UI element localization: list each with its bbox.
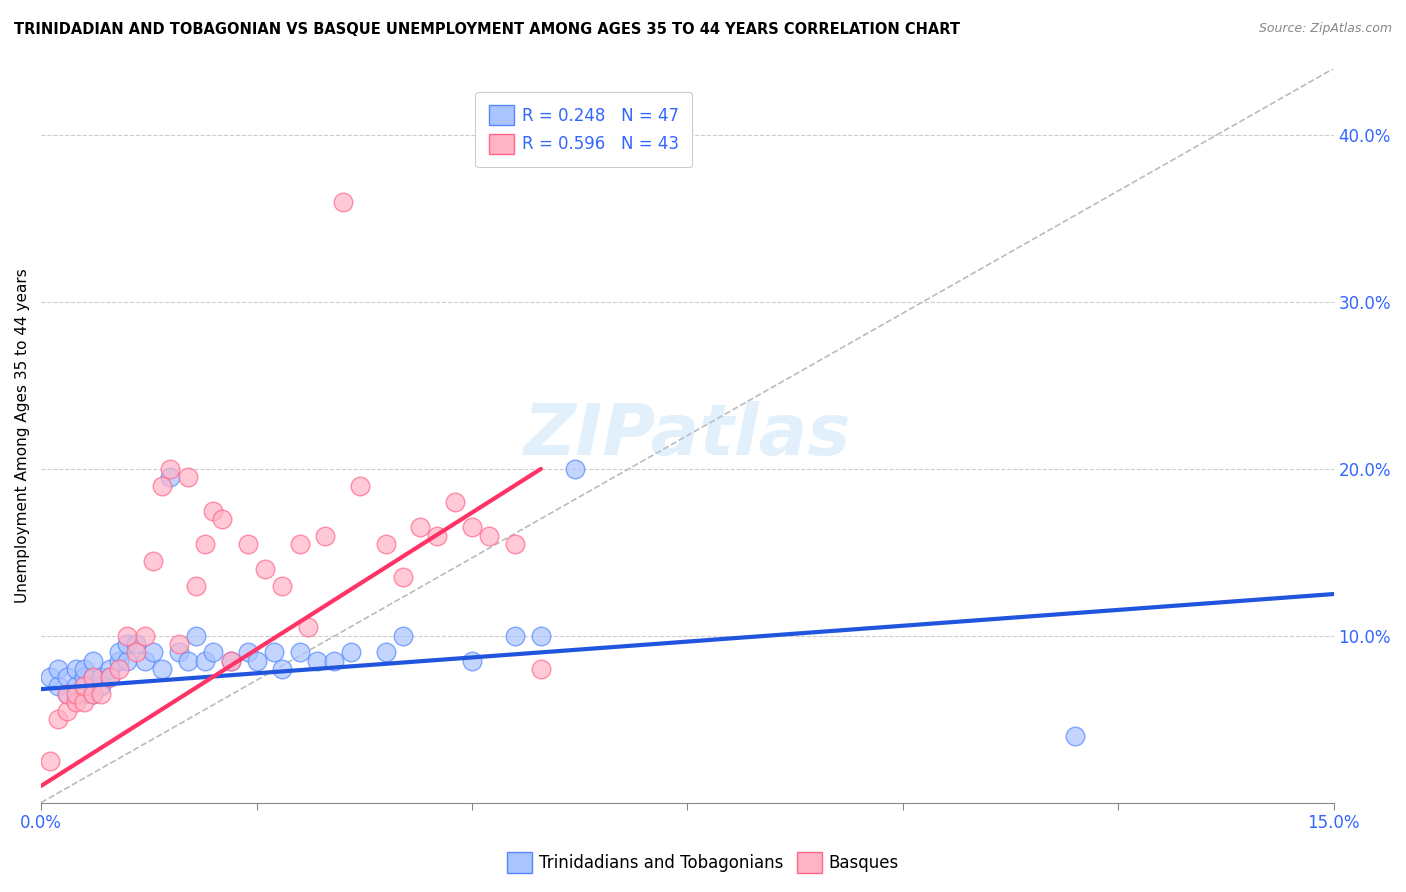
Point [65,679,87,693]
Point [202,503,225,517]
Point [56,704,79,718]
Point [236,645,259,659]
Point [150,662,173,676]
Point [409,520,432,534]
Point [392,629,415,643]
Point [202,645,225,659]
Point [73,679,96,693]
Point [426,529,449,543]
Point [117,629,139,643]
Point [349,478,371,492]
Point [530,629,553,643]
Point [73,670,96,684]
Point [374,645,396,659]
Y-axis label: Unemployment Among Ages 35 to 44 years: Unemployment Among Ages 35 to 44 years [15,268,30,603]
Point [134,654,156,668]
Point [271,662,294,676]
Point [98,670,121,684]
Legend: R = 0.248   N = 47, R = 0.596   N = 43: R = 0.248 N = 47, R = 0.596 N = 43 [475,92,693,167]
Point [134,629,156,643]
Point [194,537,217,551]
Point [82,687,104,701]
Point [117,637,139,651]
Point [503,537,526,551]
Point [73,687,96,701]
Point [271,579,294,593]
Point [194,654,217,668]
Point [461,520,484,534]
Point [219,654,242,668]
Point [82,670,104,684]
Point [1064,729,1087,743]
Point [125,645,148,659]
Point [254,562,277,576]
Point [503,629,526,643]
Point [176,470,198,484]
Text: TRINIDADIAN AND TOBAGONIAN VS BASQUE UNEMPLOYMENT AMONG AGES 35 TO 44 YEARS CORR: TRINIDADIAN AND TOBAGONIAN VS BASQUE UNE… [14,22,960,37]
Point [107,654,129,668]
Point [245,654,267,668]
Point [478,529,501,543]
Point [82,654,104,668]
Point [90,687,112,701]
Point [56,670,79,684]
Point [46,679,69,693]
Point [38,754,60,768]
Legend: Trinidadians and Tobagonians, Basques: Trinidadians and Tobagonians, Basques [501,846,905,880]
Point [46,712,69,726]
Point [219,654,242,668]
Point [125,637,148,651]
Point [288,537,311,551]
Point [340,645,363,659]
Point [461,654,484,668]
Point [332,194,354,209]
Point [90,679,112,693]
Point [288,645,311,659]
Point [142,554,165,568]
Point [167,645,190,659]
Text: Source: ZipAtlas.com: Source: ZipAtlas.com [1258,22,1392,36]
Point [159,462,181,476]
Point [56,687,79,701]
Point [142,645,165,659]
Point [65,662,87,676]
Point [564,462,586,476]
Text: ZIPatlas: ZIPatlas [523,401,851,470]
Point [65,687,87,701]
Point [211,512,233,526]
Point [82,670,104,684]
Point [159,470,181,484]
Point [323,654,346,668]
Point [98,670,121,684]
Point [98,662,121,676]
Point [392,570,415,584]
Point [297,620,319,634]
Point [38,670,60,684]
Point [107,645,129,659]
Point [90,670,112,684]
Point [263,645,285,659]
Point [186,629,208,643]
Point [65,696,87,710]
Point [443,495,465,509]
Point [117,654,139,668]
Point [150,478,173,492]
Point [186,579,208,593]
Point [314,529,336,543]
Point [56,687,79,701]
Point [107,662,129,676]
Point [73,696,96,710]
Point [82,687,104,701]
Point [46,662,69,676]
Point [305,654,328,668]
Point [167,637,190,651]
Point [374,537,396,551]
Point [73,662,96,676]
Point [236,537,259,551]
Point [176,654,198,668]
Point [530,662,553,676]
